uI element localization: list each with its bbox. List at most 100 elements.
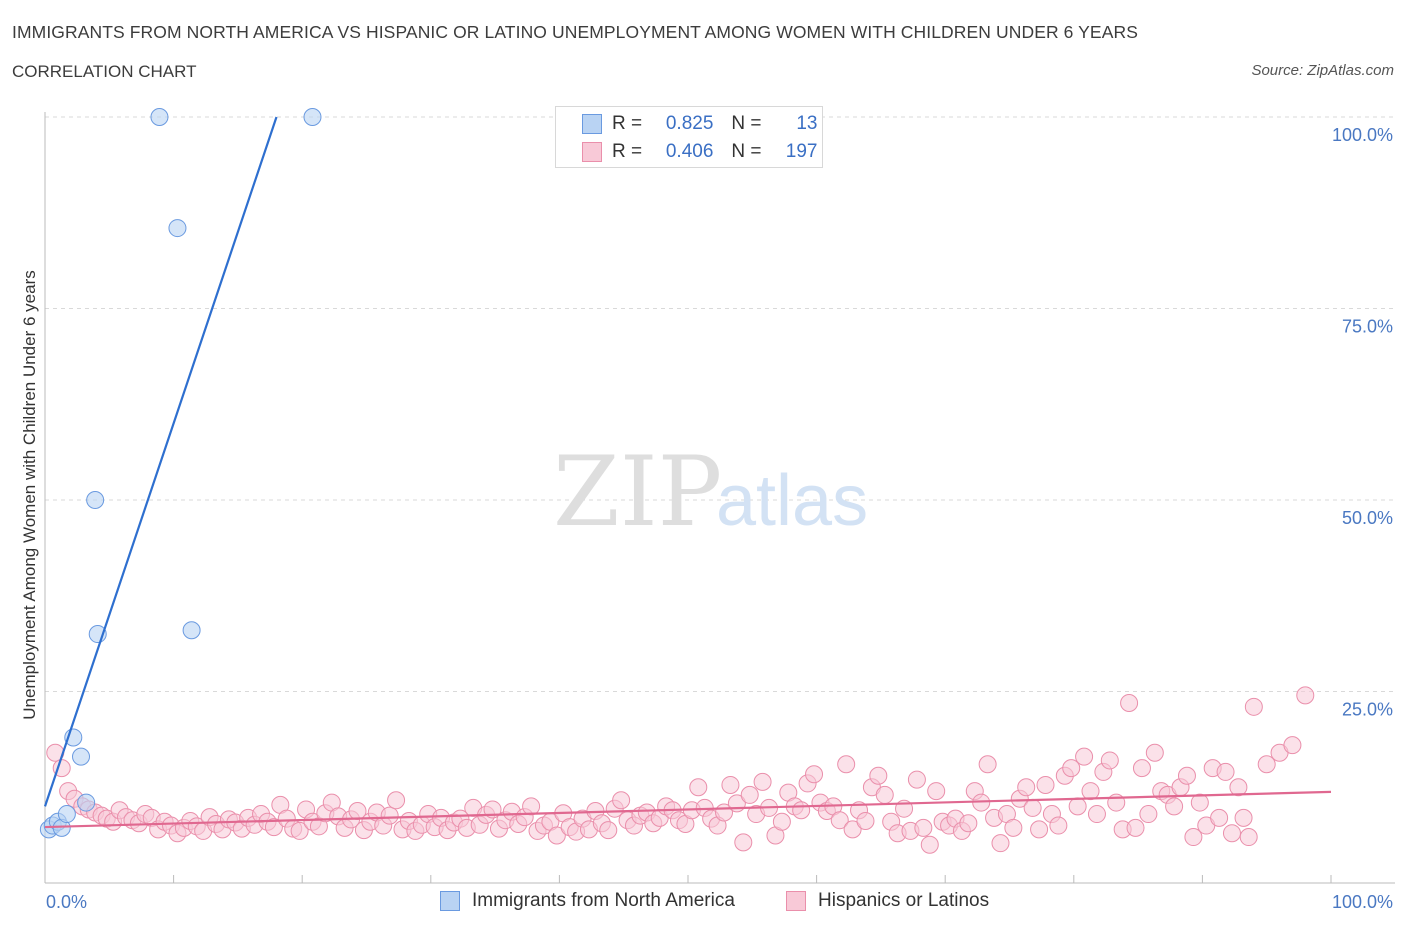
series-legend-label: Immigrants from North America — [472, 890, 735, 911]
hispanic-point — [772, 812, 791, 831]
immigrant-trend-line — [43, 116, 278, 807]
hispanic-point — [1296, 686, 1315, 705]
hispanic-point — [721, 775, 740, 794]
immigrant-point — [86, 491, 105, 509]
y-tick-label: 25.0% — [1342, 700, 1393, 720]
hispanic-point — [1120, 693, 1139, 712]
hispanic-point — [734, 833, 753, 852]
hispanic-point — [689, 778, 708, 797]
hispanic-point — [805, 765, 824, 784]
hispanic-point — [387, 791, 406, 810]
hispanic-point — [1017, 778, 1036, 797]
hispanic-point — [1036, 775, 1055, 794]
hispanic-point — [920, 835, 939, 854]
y-tick-label: 50.0% — [1342, 508, 1393, 528]
legend-row-immigrants: R = 0.825 N = 13 — [582, 113, 818, 135]
hispanic-point — [959, 814, 978, 833]
hispanic-point — [1049, 816, 1068, 835]
watermark-atlas: atlas — [716, 461, 868, 541]
y-axis-title: Unemployment Among Women with Children U… — [20, 270, 39, 719]
hispanic-point — [1190, 793, 1209, 812]
hispanic-point — [978, 755, 997, 774]
immigrant-point — [150, 108, 169, 126]
legend-row-hispanics: R = 0.406 N = 197 — [582, 141, 818, 163]
immigrant-point — [303, 108, 322, 126]
hispanic-point — [522, 797, 541, 816]
hispanic-point — [1100, 751, 1119, 770]
chart-subtitle: CORRELATION CHART — [12, 62, 197, 81]
hispanic-point — [1068, 797, 1087, 816]
immigrant-point — [182, 621, 201, 640]
hispanic-point — [547, 826, 566, 845]
axes — [44, 112, 1395, 884]
immigrant-point — [168, 219, 187, 238]
correlation-legend: R = 0.825 N = 13 R = 0.406 N = 197 — [555, 106, 823, 168]
hispanic-point — [290, 821, 309, 840]
legend-n-label: N = — [731, 141, 762, 162]
hispanic-point — [740, 785, 759, 804]
series-swatch-blue — [440, 891, 460, 911]
immigrant-point — [72, 747, 91, 766]
hispanic-point — [1216, 762, 1235, 781]
hispanic-points — [46, 686, 1315, 854]
x-tick-label: 100.0% — [1332, 892, 1393, 912]
source-label: Source: ZipAtlas.com — [1251, 62, 1394, 79]
hispanic-point — [907, 770, 926, 789]
hispanic-point — [1126, 818, 1145, 837]
hispanic-point — [1139, 805, 1158, 824]
immigrant-points — [39, 108, 322, 839]
hispanic-point — [612, 791, 631, 810]
hispanic-point — [1244, 697, 1263, 716]
y-tick-label: 75.0% — [1342, 317, 1393, 337]
hispanic-point — [1132, 759, 1151, 778]
trend-lines — [43, 116, 1332, 829]
y-tick-label: 100.0% — [1332, 125, 1393, 145]
legend-r-value: 0.825 — [665, 113, 714, 134]
hispanic-point — [1210, 808, 1229, 827]
legend-r-label: R = — [612, 113, 643, 134]
hispanic-point — [837, 755, 856, 774]
hispanic-point — [1177, 766, 1196, 785]
series-legend-immigrants[interactable]: Immigrants from North America — [440, 890, 735, 912]
hispanic-point — [1081, 782, 1100, 801]
hispanic-point — [599, 821, 618, 840]
hispanic-point — [1222, 824, 1241, 843]
hispanic-point — [869, 766, 888, 785]
series-legend: Immigrants from North America Hispanics … — [0, 890, 1406, 916]
chart-title: IMMIGRANTS FROM NORTH AMERICA VS HISPANI… — [12, 22, 1138, 42]
legend-swatch-pink — [582, 142, 602, 162]
immigrant-point — [77, 793, 96, 812]
hispanic-point — [1145, 743, 1164, 762]
hispanic-point — [792, 801, 811, 820]
hispanic-point — [1087, 805, 1106, 824]
hispanic-point — [1257, 755, 1276, 774]
hispanic-point — [1023, 798, 1042, 817]
hispanic-point — [1229, 778, 1248, 797]
hispanic-point — [264, 818, 283, 837]
hispanic-point — [1165, 797, 1184, 816]
legend-r-label: R = — [612, 141, 643, 162]
series-legend-hispanics[interactable]: Hispanics or Latinos — [786, 890, 989, 912]
series-swatch-pink — [786, 891, 806, 911]
hispanic-point — [380, 806, 399, 825]
hispanic-point — [927, 782, 946, 801]
hispanic-point — [1184, 828, 1203, 847]
hispanic-point — [1062, 759, 1081, 778]
hispanic-point — [1234, 808, 1253, 827]
hispanic-point — [1004, 818, 1023, 837]
hispanic-point — [1075, 747, 1094, 766]
hispanic-point — [1239, 828, 1258, 847]
hispanic-point — [753, 772, 772, 791]
hispanic-point — [1030, 820, 1049, 839]
hispanic-point — [830, 811, 849, 830]
legend-n-value: 197 — [785, 141, 818, 162]
legend-swatch-blue — [582, 114, 602, 134]
legend-r-value: 0.406 — [665, 141, 714, 162]
series-legend-label: Hispanics or Latinos — [818, 890, 990, 911]
tick-labels: 25.0% 50.0% 75.0% 100.0% 0.0% 100.0% — [46, 125, 1393, 912]
legend-n-label: N = — [731, 113, 762, 134]
watermark-zip: ZIP — [553, 436, 722, 548]
hispanic-point — [875, 785, 894, 804]
hispanic-point — [991, 834, 1010, 853]
